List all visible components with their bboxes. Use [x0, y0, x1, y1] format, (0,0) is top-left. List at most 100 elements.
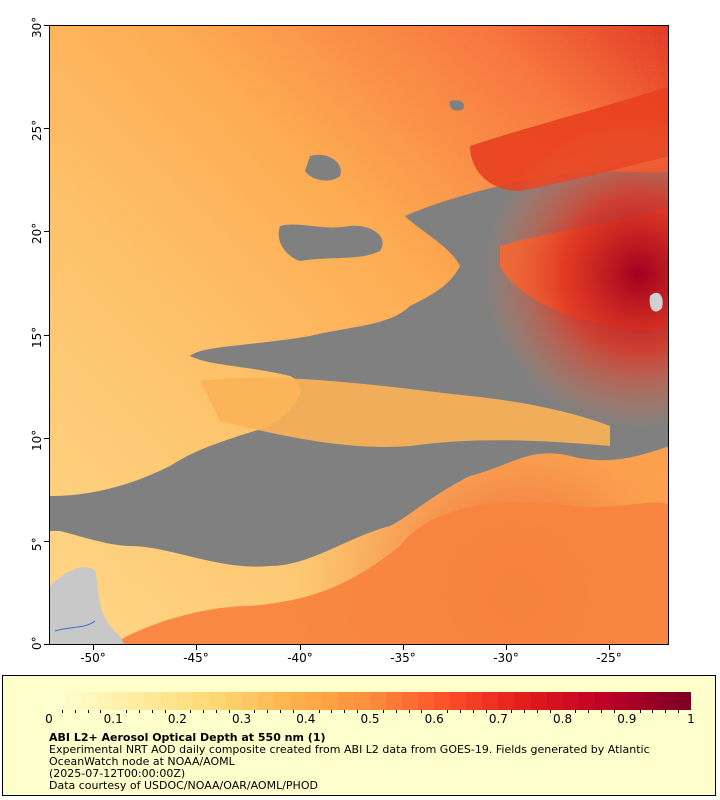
colorbar-minor-tick: [472, 710, 474, 713]
colorbar-swatch: [546, 692, 564, 710]
colorbar-swatch: [642, 692, 660, 710]
aod-field: [50, 26, 668, 644]
colorbar-minor-tick: [126, 710, 128, 713]
colorbar-swatch: [161, 692, 178, 710]
colorbar-tick-label: 0.8: [553, 712, 573, 726]
colorbar-swatch: [321, 692, 339, 710]
colorbar-swatch: [337, 692, 355, 710]
colorbar-tick-label: 0.9: [617, 712, 637, 726]
colorbar-minor-tick: [459, 710, 461, 713]
colorbar: [49, 692, 692, 710]
colorbar-swatch: [97, 692, 114, 710]
colorbar-minor-tick: [100, 710, 102, 713]
lat-label-5: 5°: [30, 537, 44, 551]
colorbar-minor-tick: [588, 710, 590, 713]
colorbar-swatch: [466, 692, 483, 710]
colorbar-tick-label: 0.7: [488, 712, 508, 726]
colorbar-swatch: [482, 692, 499, 710]
colorbar-minor-tick: [280, 710, 282, 713]
colorbar-minor-tick: [639, 710, 641, 713]
colorbar-swatch: [498, 692, 515, 710]
river-line: [54, 620, 96, 632]
colorbar-tick-label: 0.5: [360, 712, 380, 726]
colorbar-swatch: [530, 692, 548, 710]
colorbar-minor-tick: [357, 710, 359, 713]
colorbar-swatch: [450, 692, 467, 710]
lon-label-45w: -45°: [183, 651, 209, 665]
colorbar-swatch: [418, 692, 435, 710]
colorbar-swatch: [370, 692, 387, 710]
colorbar-tick-label: 0.4: [296, 712, 316, 726]
colorbar-swatch: [626, 692, 644, 710]
colorbar-minor-tick: [151, 710, 153, 713]
colorbar-swatch: [145, 692, 162, 710]
colorbar-minor-tick: [408, 710, 410, 713]
colorbar-minor-tick: [318, 710, 320, 713]
colorbar-minor-tick: [74, 710, 76, 713]
colorbar-minor-tick: [228, 710, 230, 713]
colorbar-minor-tick: [267, 710, 269, 713]
colorbar-swatch: [434, 692, 451, 710]
legend-timestamp: (2025-07-12T00:00:00Z): [49, 767, 186, 780]
legend-description: Experimental NRT AOD daily composite cre…: [49, 743, 650, 768]
colorbar-minor-tick: [613, 710, 615, 713]
colorbar-swatch: [594, 692, 612, 710]
colorbar-minor-tick: [524, 710, 526, 713]
legend-panel: 0 0.1 0.2 0.3 0.4 0.5 0.6 0.7 0.8 0.9 1 ABI L2+ Ae…: [2, 675, 716, 796]
colorbar-minor-tick: [61, 710, 63, 713]
colorbar-minor-tick: [331, 710, 333, 713]
colorbar-tick-label: 0.3: [232, 712, 252, 726]
colorbar-swatch: [177, 692, 194, 710]
colorbar-minor-tick: [536, 710, 538, 713]
colorbar-minor-tick: [575, 710, 577, 713]
legend-credit: Data courtesy of USDOC/NOAA/OAR/AOML/PHO…: [49, 779, 318, 792]
colorbar-minor-tick: [485, 710, 487, 713]
colorbar-tick-label: 0: [45, 712, 53, 726]
land-south-america: [50, 567, 124, 644]
colorbar-swatch: [225, 692, 243, 710]
colorbar-swatch: [386, 692, 403, 710]
colorbar-minor-tick: [421, 710, 423, 713]
colorbar-swatch: [610, 692, 628, 710]
colorbar-swatch: [193, 692, 210, 710]
colorbar-swatch: [241, 692, 259, 710]
legend-text: ABI L2+ Aerosol Optical Depth at 550 nm …: [49, 732, 699, 792]
colorbar-minor-tick: [511, 710, 513, 713]
colorbar-swatch: [658, 692, 676, 710]
colorbar-minor-tick: [652, 710, 654, 713]
lon-label-50w: -50°: [80, 651, 106, 665]
colorbar-swatch: [289, 692, 307, 710]
lon-label-35w: -35°: [390, 651, 416, 665]
colorbar-minor-tick: [203, 710, 205, 713]
colorbar-minor-tick: [549, 710, 551, 713]
lat-label-10: 10°: [30, 429, 44, 451]
lon-label-25w: -25°: [596, 651, 622, 665]
colorbar-minor-tick: [382, 710, 384, 713]
colorbar-swatch: [209, 692, 227, 710]
colorbar-swatch: [578, 692, 596, 710]
colorbar-minor-tick: [215, 710, 217, 713]
aod-band-mid: [200, 377, 610, 447]
colorbar-swatch: [562, 692, 580, 710]
colorbar-swatch: [514, 692, 531, 710]
colorbar-minor-tick: [601, 710, 603, 713]
colorbar-minor-tick: [254, 710, 256, 713]
colorbar-swatch: [305, 692, 323, 710]
map-panel: [49, 25, 669, 645]
lat-label-20: 20°: [30, 222, 44, 244]
lat-label-0: 0°: [30, 636, 44, 650]
colorbar-tick-label: 1: [687, 712, 695, 726]
colorbar-minor-tick: [87, 710, 89, 713]
colorbar-swatch: [49, 692, 66, 710]
colorbar-tick-label: 0.1: [103, 712, 123, 726]
colorbar-minor-tick: [138, 710, 140, 713]
colorbar-swatch: [402, 692, 419, 710]
colorbar-minor-tick: [292, 710, 294, 713]
lat-label-30: 30°: [30, 16, 44, 38]
colorbar-swatch: [65, 692, 82, 710]
colorbar-minor-tick: [395, 710, 397, 713]
colorbar-swatch: [113, 692, 130, 710]
colorbar-swatch: [674, 692, 692, 710]
colorbar-minor-tick: [447, 710, 449, 713]
lon-label-40w: -40°: [287, 651, 313, 665]
